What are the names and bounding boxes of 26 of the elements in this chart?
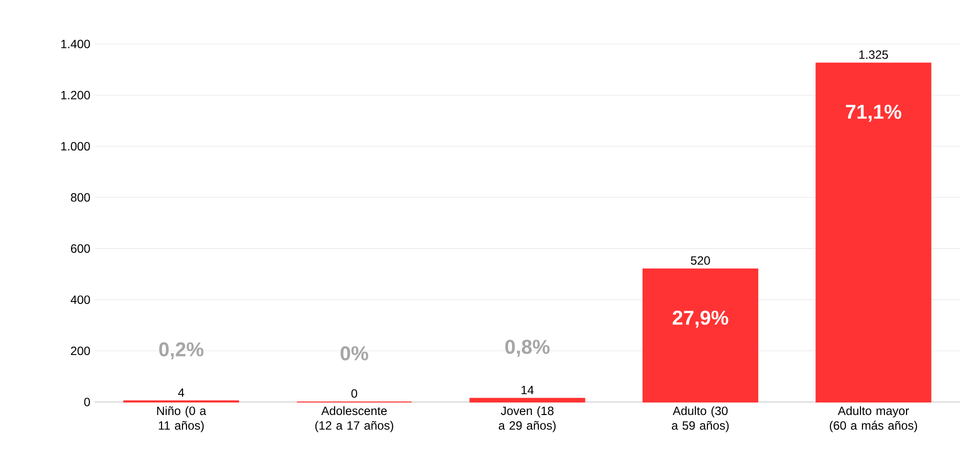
annotation: 0,8%: [505, 340, 550, 357]
y-tick-label: 600: [70, 244, 90, 253]
data-label: 14: [522, 386, 534, 394]
data-label: 1.325: [859, 50, 888, 59]
y-tick-label: 1.000: [61, 142, 90, 151]
bar: [816, 62, 932, 403]
x-tick-label: Joven (18 a 29 años): [498, 406, 556, 432]
y-tick-label: 200: [70, 346, 90, 356]
x-tick-label: Adolescente (12 a 17 años): [315, 406, 394, 432]
y-tick-label: 1.400: [61, 40, 90, 48]
data-label: 520: [690, 256, 710, 265]
x-tick-label: Niño (0 a 11 años): [157, 406, 206, 432]
y-tick-label: 800: [70, 193, 90, 202]
x-tick-label: Adulto mayor (60 a más años): [830, 406, 918, 432]
bar: [642, 268, 758, 403]
annotation: 71,1%: [846, 104, 902, 122]
y-tick-label: 0: [84, 398, 90, 406]
data-label: 0: [351, 389, 358, 398]
annotation: 0,2%: [159, 342, 204, 360]
x-tick-label: Adulto (30 a 59 años): [672, 406, 729, 432]
bar: [469, 398, 586, 403]
y-tick-label: 400: [70, 295, 90, 304]
annotation: 0%: [340, 346, 368, 360]
annotation: 27,9%: [672, 310, 728, 328]
y-tick-label: 1.200: [61, 90, 90, 100]
data-label: 4: [178, 388, 184, 397]
